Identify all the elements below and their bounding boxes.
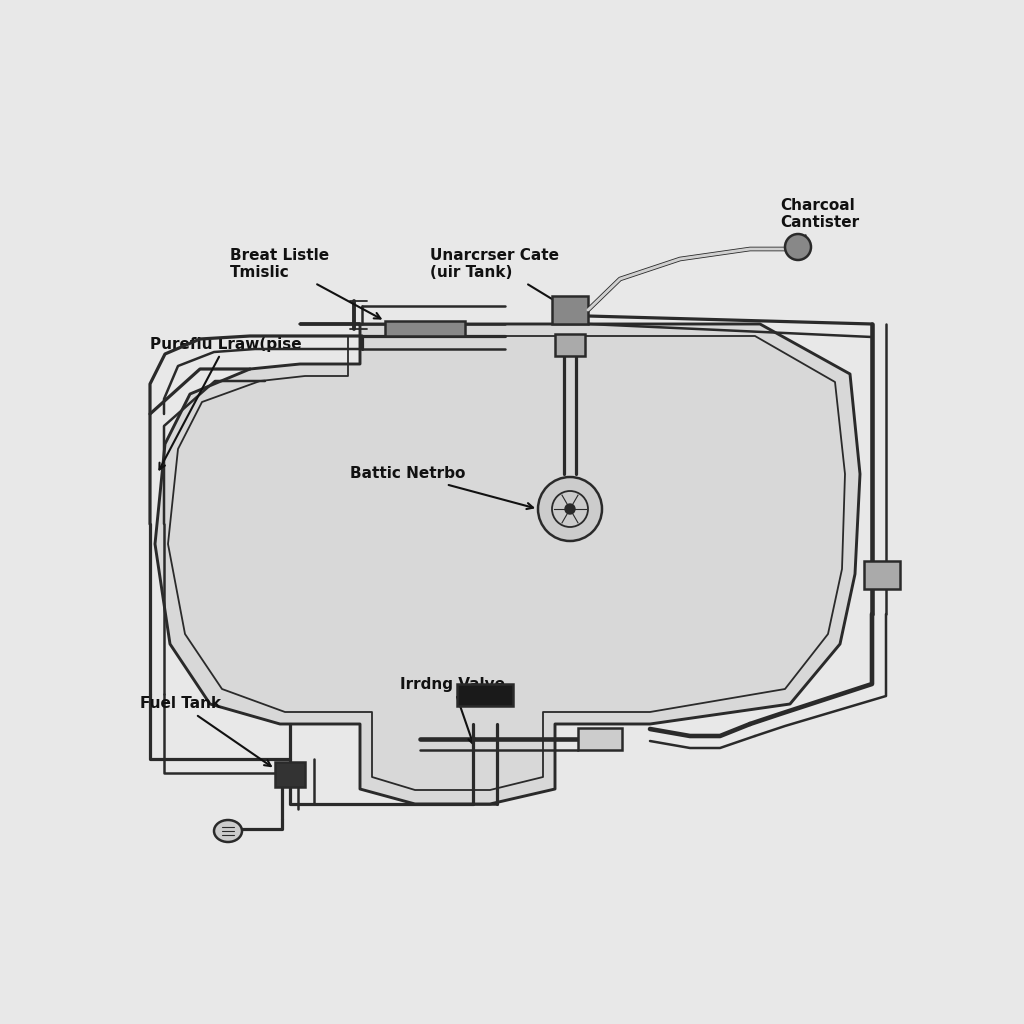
Circle shape — [565, 504, 575, 514]
Bar — [864, 561, 900, 589]
Text: Unarcrser Cate
(uir Tank): Unarcrser Cate (uir Tank) — [430, 248, 565, 307]
Bar — [555, 334, 585, 356]
Bar — [578, 728, 622, 750]
Bar — [275, 762, 305, 787]
Text: Battic Netrbo: Battic Netrbo — [350, 467, 534, 509]
Text: Irrdng Valve: Irrdng Valve — [400, 677, 505, 744]
Text: Breat Listle
Tmislic: Breat Listle Tmislic — [230, 248, 381, 318]
Bar — [552, 296, 588, 324]
Ellipse shape — [214, 820, 242, 842]
Circle shape — [538, 477, 602, 541]
Text: Charcoal
Cantister: Charcoal Cantister — [780, 198, 859, 243]
Polygon shape — [155, 324, 860, 804]
Bar — [457, 684, 513, 706]
Circle shape — [785, 234, 811, 260]
Text: Fuel Tank: Fuel Tank — [140, 696, 270, 766]
Bar — [385, 321, 465, 336]
Text: Purefiu Lraw(pise: Purefiu Lraw(pise — [150, 337, 302, 469]
